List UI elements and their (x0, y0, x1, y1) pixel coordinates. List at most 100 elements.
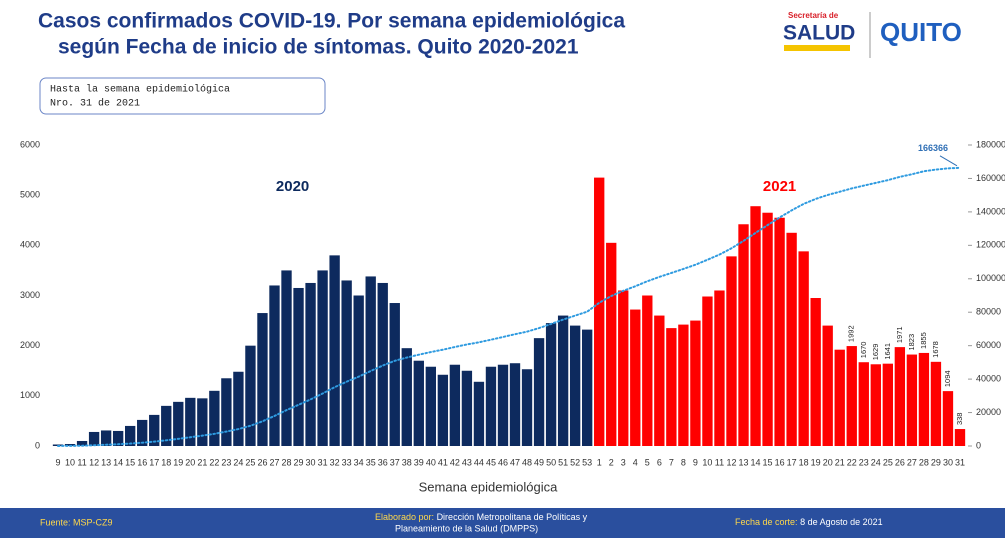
y2-tick-label: 40000 (976, 373, 1001, 383)
bar (726, 256, 737, 446)
value-label: 1971 (895, 326, 904, 343)
x-tick-label: 26 (895, 457, 905, 467)
bar (545, 323, 557, 446)
bar (557, 315, 569, 446)
footer-text: Planeamiento de la Salud (DMPPS) (395, 523, 538, 533)
x-tick-label: 47 (510, 457, 520, 467)
x-tick-label: 26 (257, 457, 267, 467)
x-tick-label: 25 (245, 457, 255, 467)
bar (521, 369, 533, 446)
logo-bar (784, 45, 850, 51)
y-tick-label: 6000 (20, 139, 40, 149)
logo-text: SALUD (783, 22, 855, 45)
bar (245, 345, 256, 446)
x-tick-label: 1 (597, 457, 602, 467)
bar (594, 177, 605, 446)
x-tick-label: 30 (306, 457, 316, 467)
y2-tick-label: 80000 (976, 307, 1001, 317)
x-tick-label: 17 (787, 457, 797, 467)
bar (137, 419, 148, 446)
y-tick-label: 5000 (20, 190, 40, 200)
bar (197, 398, 208, 446)
bar (678, 324, 689, 446)
bar (618, 290, 629, 446)
bar (822, 325, 833, 446)
bar (497, 364, 509, 446)
x-tick-label: 27 (907, 457, 917, 467)
bar (630, 309, 641, 446)
x-tick-label: 14 (113, 457, 123, 467)
x-tick-label: 9 (693, 457, 698, 467)
bar (185, 397, 196, 446)
x-tick-label: 19 (811, 457, 821, 467)
cumulative-line (57, 166, 961, 447)
bar (461, 370, 473, 446)
x-tick-label: 25 (883, 457, 893, 467)
bar (112, 430, 124, 446)
note: Hasta la semana epidemiológica (50, 84, 230, 96)
x-tick-label: 11 (715, 457, 724, 467)
x-tick-label: 12 (89, 457, 99, 467)
bar (317, 270, 328, 446)
x-tick-label: 17 (149, 457, 159, 467)
footer-label: Fecha de corte: (735, 517, 798, 527)
bar (257, 313, 268, 446)
x-tick-label: 12 (726, 457, 736, 467)
x-tick-label: 23 (859, 457, 869, 467)
footer-text: Elaborado por: Dirección Metropolitana d… (375, 512, 588, 522)
bar (76, 440, 88, 446)
series-label: 2021 (763, 178, 796, 195)
x-tick-label: 43 (462, 457, 472, 467)
x-tick-label: 24 (233, 457, 243, 467)
bar (401, 348, 412, 446)
end-label: 166366 (918, 143, 948, 153)
x-tick-label: 32 (330, 457, 340, 467)
y-tick-label: 2000 (20, 340, 40, 350)
x-tick-label: 52 (570, 457, 580, 467)
x-tick-label: 8 (681, 457, 686, 467)
bar (894, 347, 906, 446)
bar (714, 290, 725, 446)
bar (786, 232, 797, 446)
bar (750, 206, 761, 446)
x-tick-label: 29 (294, 457, 304, 467)
bar (810, 298, 821, 446)
x-tick-label: 29 (931, 457, 941, 467)
x-tick-label: 27 (269, 457, 279, 467)
x-tick-label: 45 (486, 457, 496, 467)
bar (798, 251, 809, 446)
bar (774, 217, 785, 446)
series-label: 2020 (276, 178, 309, 195)
footer-text: Fuente: MSP-CZ9 (40, 517, 113, 527)
x-axis-title: Semana epidemiológica (419, 479, 559, 494)
x-tick-label: 24 (871, 457, 881, 467)
x-tick-label: 40 (426, 457, 436, 467)
value-label: 1094 (943, 370, 952, 387)
bar (581, 329, 593, 446)
bar (389, 303, 400, 446)
bar (173, 401, 184, 446)
footer-text: 8 de Agosto de 2021 (800, 517, 883, 527)
y-tick-label: 1000 (20, 390, 40, 400)
bar (329, 255, 340, 446)
value-label: 1823 (907, 334, 916, 351)
x-tick-label: 35 (366, 457, 376, 467)
bar (666, 328, 677, 446)
x-tick-label: 13 (101, 457, 111, 467)
x-tick-label: 7 (669, 457, 674, 467)
logo-text: QUITO (880, 17, 962, 47)
bar (858, 362, 869, 446)
y2-tick-label: 180000 (976, 139, 1005, 149)
bar (762, 212, 773, 446)
bar (149, 414, 160, 446)
y2-tick-label: 120000 (976, 240, 1005, 250)
x-tick-label: 3 (621, 457, 626, 467)
x-tick-label: 34 (354, 457, 364, 467)
bar (281, 270, 292, 446)
x-tick-label: 42 (450, 457, 460, 467)
bar (918, 352, 930, 446)
bar (293, 287, 304, 446)
x-tick-label: 51 (558, 457, 568, 467)
x-tick-label: 36 (378, 457, 388, 467)
note-box (39, 77, 326, 115)
